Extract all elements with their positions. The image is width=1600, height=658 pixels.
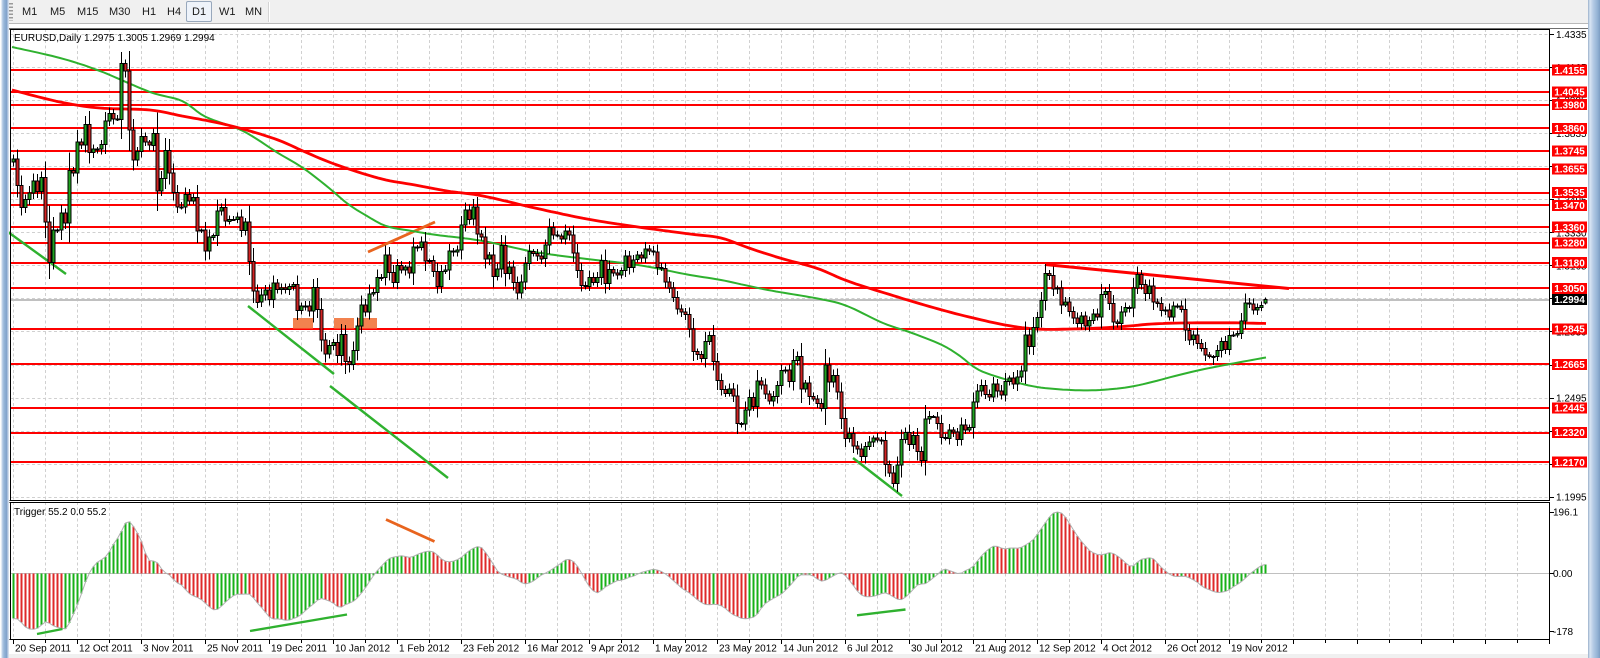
svg-text:1.3745: 1.3745 [1554, 147, 1585, 158]
svg-text:1.4155: 1.4155 [1554, 66, 1585, 77]
svg-text:1.3050: 1.3050 [1554, 284, 1585, 295]
svg-text:23 May 2012: 23 May 2012 [719, 644, 777, 655]
svg-text:30 Jul 2012: 30 Jul 2012 [911, 644, 963, 655]
svg-text:10 Jan 2012: 10 Jan 2012 [335, 644, 390, 655]
svg-text:6 Jul 2012: 6 Jul 2012 [847, 644, 894, 655]
svg-text:25 Nov 2011: 25 Nov 2011 [207, 644, 263, 655]
svg-text:1.2320: 1.2320 [1554, 428, 1585, 439]
svg-text:1 Feb 2012: 1 Feb 2012 [399, 644, 450, 655]
svg-text:0.00: 0.00 [1553, 569, 1573, 580]
svg-text:12 Oct 2011: 12 Oct 2011 [79, 644, 133, 655]
svg-text:1.3470: 1.3470 [1554, 201, 1585, 212]
svg-text:19 Nov 2012: 19 Nov 2012 [1231, 644, 1288, 655]
svg-text:1.2845: 1.2845 [1554, 325, 1585, 336]
svg-text:1 May 2012: 1 May 2012 [655, 644, 708, 655]
svg-text:21 Aug 2012: 21 Aug 2012 [975, 644, 1032, 655]
svg-text:1.3280: 1.3280 [1554, 239, 1585, 250]
svg-text:1.2170: 1.2170 [1554, 458, 1585, 469]
svg-text:1.4045: 1.4045 [1554, 88, 1585, 99]
svg-text:4 Oct 2012: 4 Oct 2012 [1103, 644, 1152, 655]
svg-text:1.3655: 1.3655 [1554, 165, 1585, 176]
svg-text:1.2994: 1.2994 [1554, 295, 1585, 306]
svg-text:3 Nov 2011: 3 Nov 2011 [143, 644, 194, 655]
svg-text:1.4335: 1.4335 [1556, 30, 1587, 41]
svg-text:23 Feb 2012: 23 Feb 2012 [463, 644, 520, 655]
svg-text:1.3980: 1.3980 [1554, 100, 1585, 111]
svg-text:9 Apr 2012: 9 Apr 2012 [591, 644, 640, 655]
svg-text:12 Sep 2012: 12 Sep 2012 [1039, 644, 1096, 655]
svg-text:EURUSD,Daily 1.2975 1.3005 1.: EURUSD,Daily 1.2975 1.3005 1.2969 1.2994 [14, 33, 215, 44]
svg-text:1.3835: 1.3835 [1556, 129, 1587, 140]
svg-text:1.3535: 1.3535 [1554, 188, 1585, 199]
svg-text:19 Dec 2011: 19 Dec 2011 [271, 644, 327, 655]
svg-text:14 Jun 2012: 14 Jun 2012 [783, 644, 838, 655]
svg-text:-178: -178 [1553, 627, 1573, 638]
svg-text:1.2445: 1.2445 [1554, 404, 1585, 415]
svg-text:1.3330: 1.3330 [1556, 228, 1587, 239]
svg-text:1.3360: 1.3360 [1554, 223, 1585, 234]
svg-text:1.2665: 1.2665 [1554, 360, 1585, 371]
svg-text:1.2495: 1.2495 [1556, 394, 1587, 405]
svg-text:1.3860: 1.3860 [1554, 124, 1585, 135]
svg-text:1.1995: 1.1995 [1556, 493, 1587, 504]
svg-text:196.1: 196.1 [1553, 508, 1578, 519]
svg-text:26 Oct 2012: 26 Oct 2012 [1167, 644, 1222, 655]
svg-text:1.3180: 1.3180 [1554, 258, 1585, 269]
svg-text:16 Mar 2012: 16 Mar 2012 [527, 644, 584, 655]
svg-text:20 Sep 2011: 20 Sep 2011 [15, 644, 71, 655]
svg-text:Trigger 55.2 0.0 55.2: Trigger 55.2 0.0 55.2 [14, 507, 107, 518]
